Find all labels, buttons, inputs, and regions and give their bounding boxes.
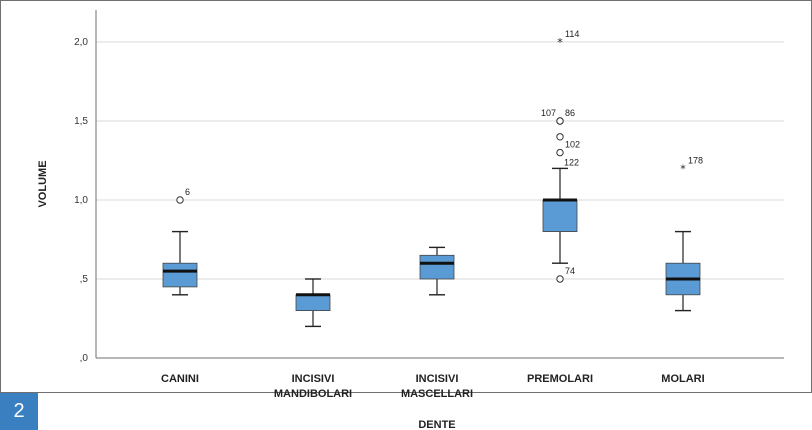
gridlines xyxy=(96,41,784,280)
y-tick-label: 1,0 xyxy=(74,195,88,206)
y-tick-label: 2,0 xyxy=(74,37,88,48)
category-label: PREMOLARI xyxy=(527,373,593,385)
outlier-circle xyxy=(176,196,184,204)
x-axis-title: DENTE xyxy=(418,419,455,430)
box-group xyxy=(665,230,701,312)
extreme-outlier-star: * xyxy=(680,162,686,175)
outlier-label: 86 xyxy=(565,108,575,118)
iqr-box xyxy=(162,262,198,288)
y-tick-label: ,0 xyxy=(80,353,89,364)
outlier-label: 122 xyxy=(564,157,579,167)
iqr-box xyxy=(542,199,578,233)
y-tick-labels: ,0 ,5 1,0 1,5 2,0 xyxy=(74,37,88,364)
category-label: INCISIVI xyxy=(292,373,335,385)
category-label: MANDIBOLARI xyxy=(274,388,352,400)
boxes xyxy=(162,167,701,328)
category-labels: CANINI INCISIVI MANDIBOLARI INCISIVI MASCELL… xyxy=(161,373,705,400)
box-group xyxy=(419,246,455,296)
category-label: MOLARI xyxy=(661,373,704,385)
y-axis-title: VOLUME xyxy=(37,160,49,207)
outlier-label: 114 xyxy=(565,29,579,39)
box-group xyxy=(162,230,198,296)
category-label: INCISIVI xyxy=(416,373,459,385)
outlier-label: 102 xyxy=(565,140,580,150)
box-group xyxy=(542,167,578,264)
figure-number-badge: 2 xyxy=(0,393,38,430)
axes xyxy=(95,10,784,359)
iqr-box xyxy=(295,294,331,311)
chart-frame xyxy=(0,0,812,393)
extreme-outlier-star: * xyxy=(557,36,563,49)
iqr-box xyxy=(419,254,455,280)
outlier-label: 6 xyxy=(185,187,190,197)
category-label: CANINI xyxy=(161,373,199,385)
box-group xyxy=(295,278,331,328)
y-tick-label: ,5 xyxy=(80,274,89,285)
outlier-circle xyxy=(556,133,564,141)
category-label: MASCELLARI xyxy=(401,388,473,400)
outlier-label: 107 xyxy=(541,108,556,118)
y-tick-label: 1,5 xyxy=(74,116,88,127)
outlier-label: 178 xyxy=(688,155,703,165)
outlier-label: 74 xyxy=(565,266,575,276)
outlier-circle xyxy=(556,148,564,157)
outlier-circle xyxy=(556,117,564,125)
outlier-circle xyxy=(556,275,564,283)
